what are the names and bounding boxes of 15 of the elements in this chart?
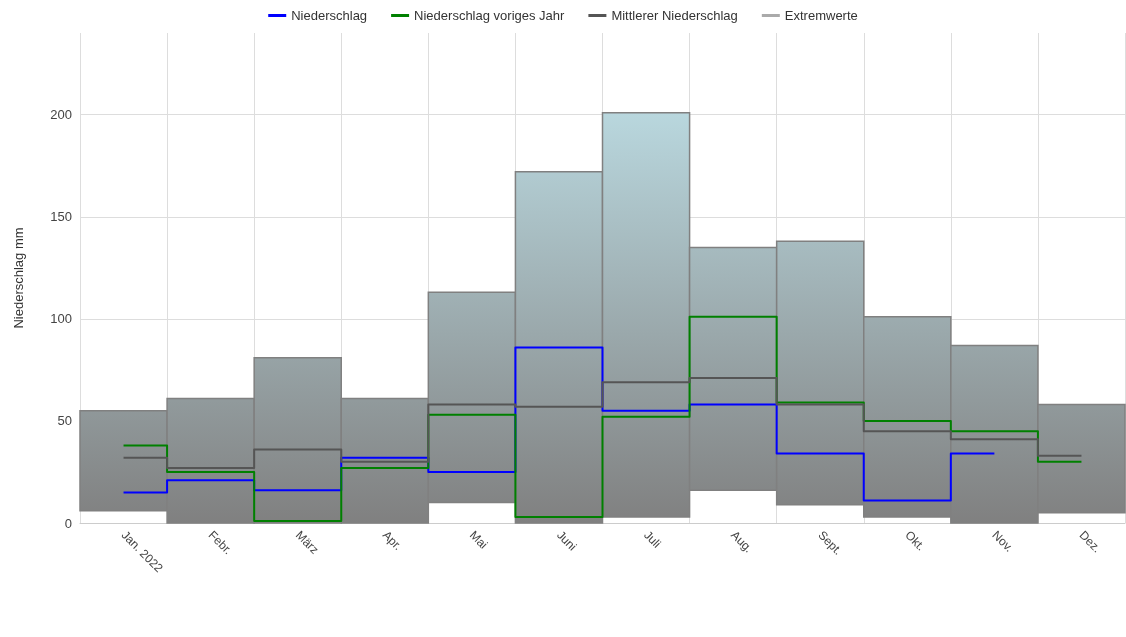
x-tick-label: Mai xyxy=(466,528,491,552)
y-tick-label: 100 xyxy=(50,311,72,327)
x-tick-label: Juli xyxy=(641,528,664,551)
y-tick-label: 150 xyxy=(50,209,72,225)
y-tick-label: 50 xyxy=(57,413,72,429)
legend-label: Mittlerer Niederschlag xyxy=(611,8,738,23)
y-tick-label: 0 xyxy=(64,515,72,531)
x-tick-label: Apr. xyxy=(379,528,405,554)
legend-label: Niederschlag voriges Jahr xyxy=(414,8,566,23)
legend-label: Extremwerte xyxy=(784,8,858,23)
legend-label: Niederschlag xyxy=(291,8,368,23)
y-tick-label: 200 xyxy=(50,107,72,123)
x-tick-label: Juni xyxy=(554,528,580,554)
y-axis-title: Niederschlag mm xyxy=(11,227,26,329)
x-tick-label: Okt. xyxy=(902,528,928,554)
